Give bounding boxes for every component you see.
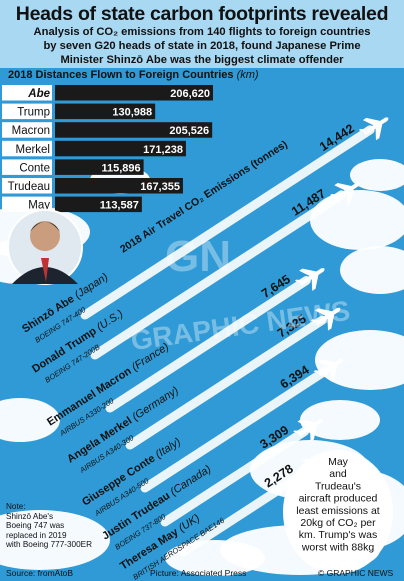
bar-category-label: Trump <box>17 107 50 119</box>
distance-bar <box>55 103 156 120</box>
bar-chart-heading: 2018 Distances Flown to Foreign Countrie… <box>8 69 259 81</box>
callout-line: 20kg of CO₂ per <box>300 517 376 529</box>
bar-category-label: Merkel <box>15 144 50 156</box>
bar-value-label: 205,526 <box>169 125 209 137</box>
distance-bar <box>55 140 186 157</box>
bar-label-box <box>2 159 52 175</box>
bar-heading-unit: (km) <box>236 69 259 81</box>
cloud <box>350 159 404 191</box>
bar-value-label: 206,620 <box>170 88 210 100</box>
contrail <box>160 426 310 527</box>
distance-bar <box>55 196 142 213</box>
portrait-tie <box>41 258 49 282</box>
subtitle-line-1: Analysis of CO₂ emissions from 140 fligh… <box>33 26 371 38</box>
note-line-2: Shinzō Abe's <box>6 511 54 521</box>
bar-label-box <box>2 85 52 101</box>
callout-cloud <box>283 450 393 574</box>
bar-category-label: Abe <box>27 88 50 100</box>
portrait-hair <box>30 222 60 232</box>
bar-label-box <box>2 140 52 157</box>
bar-category-label: Macron <box>12 125 50 137</box>
plane-icon <box>293 418 323 442</box>
distance-bar <box>55 178 183 194</box>
cloud <box>340 246 404 294</box>
distance-bar <box>55 85 213 101</box>
copyright: © GRAPHIC NEWS <box>318 568 394 578</box>
contrail <box>125 315 327 450</box>
plane-icon <box>330 182 360 206</box>
cloud <box>0 398 60 442</box>
contrail <box>90 190 347 360</box>
bar-value-label: 113,587 <box>100 200 139 212</box>
cloud <box>300 400 380 440</box>
bar-label-box <box>2 103 52 120</box>
source-credit: Source: fromAtoB <box>6 568 74 578</box>
subtitle-line-3: Minister Shinzō Abe was the biggest clim… <box>60 54 344 66</box>
note-line-3: Boeing 747 was <box>6 521 65 531</box>
callout-line: May <box>328 456 349 468</box>
bar-label-box <box>2 196 52 213</box>
plane-icon <box>358 117 389 141</box>
distance-bar <box>55 122 213 138</box>
header-panel <box>0 0 404 68</box>
bar-value-label: 115,896 <box>101 162 140 174</box>
bar-heading-text: 2018 Distances Flown to Foreign Countrie… <box>8 69 234 81</box>
chart-subtitle: Analysis of CO₂ emissions from 140 fligh… <box>18 25 386 67</box>
distance-bar <box>55 159 144 175</box>
callout-line: aircraft produced <box>299 493 378 505</box>
picture-credit: Picture: Associated Press <box>150 568 247 578</box>
plane-icon <box>310 307 341 331</box>
note-line-5: with Boeing 777-300ER <box>6 540 93 550</box>
portrait-face <box>30 221 60 251</box>
note-line-1: Note: <box>6 502 26 511</box>
callout-line: least emissions at <box>296 505 380 517</box>
contrail <box>80 125 375 320</box>
callout-line: and <box>329 468 347 480</box>
subtitle-line-2: by seven G20 heads of state in 2018, fou… <box>43 40 361 52</box>
plane-icon <box>294 268 325 291</box>
bar-value-label: 167,355 <box>140 181 180 193</box>
bar-value-label: 130,988 <box>112 107 152 119</box>
watermark-logo: GN <box>165 232 231 281</box>
footnote: Note: Shinzō Abe's Boeing 747 was replac… <box>6 502 92 550</box>
cloud <box>315 330 404 390</box>
contrail <box>140 366 330 493</box>
contrail <box>105 275 311 413</box>
chart-title: Heads of state carbon footprints reveale… <box>15 3 389 25</box>
bar-value-label: 171,238 <box>143 144 183 156</box>
bar-label-box <box>2 178 52 194</box>
callout-line: Trudeau's <box>315 480 361 492</box>
bar-category-label: Trudeau <box>8 181 50 193</box>
bar-category-label: Conte <box>19 162 50 174</box>
bar-category-label: May <box>28 200 50 212</box>
contrail <box>178 465 314 557</box>
note-line-4: replaced in 2019 <box>6 530 67 540</box>
cloud <box>0 510 110 570</box>
plane-icon <box>313 358 344 382</box>
callout-line: worst with 88kg <box>301 541 375 553</box>
callout-line: km. Trump's was <box>299 529 377 541</box>
bar-label-box <box>2 122 52 138</box>
